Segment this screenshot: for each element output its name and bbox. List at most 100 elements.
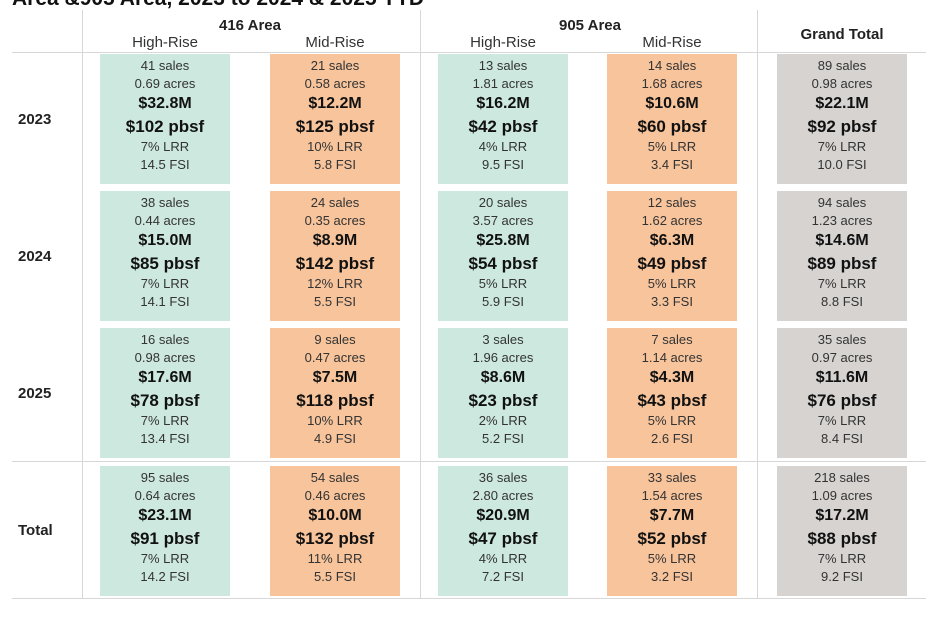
col-divider-areas <box>420 10 421 599</box>
price-pbsf: $91 pbsf <box>130 529 200 548</box>
total-value: $17.6M <box>138 369 192 386</box>
fsi-value: 14.5 FSI <box>140 157 190 172</box>
total-value: $14.6M <box>815 232 869 249</box>
lrr-value: 7% LRR <box>817 551 867 566</box>
lrr-value: 4% LRR <box>478 551 528 566</box>
fsi-value: 3.3 FSI <box>651 294 693 309</box>
fsi-value: 5.9 FSI <box>482 294 524 309</box>
header-divider <box>12 52 926 53</box>
total-value: $20.9M <box>476 507 530 524</box>
fsi-value: 9.5 FSI <box>482 157 524 172</box>
lrr-value: 4% LRR <box>478 139 528 154</box>
bottom-divider <box>12 598 926 599</box>
col-divider-rowlabels <box>82 10 83 599</box>
cell-2024-416-high-rise: 38 sales 0.44 acres $15.0M $85 pbsf 7% LRR 14… <box>100 191 230 321</box>
total-value: $8.6M <box>480 369 526 386</box>
sales-count: 94 sales <box>817 195 867 210</box>
price-pbsf: $132 pbsf <box>295 529 375 548</box>
subheader-grand-total: Grand Total <box>800 26 884 43</box>
fsi-value: 8.8 FSI <box>821 294 863 309</box>
lrr-value: 7% LRR <box>817 276 867 291</box>
lrr-value: 2% LRR <box>478 413 528 428</box>
cell-2023-905-mid-rise: 14 sales 1.68 acres $10.6M $60 pbsf 5% LRR 3.… <box>607 54 737 184</box>
cell-2023-905-high-rise: 13 sales 1.81 acres $16.2M $42 pbsf 4% LRR 9.… <box>438 54 568 184</box>
sales-count: 3 sales <box>482 332 524 347</box>
sales-count: 16 sales <box>140 332 190 347</box>
acreage: 0.98 acres <box>811 76 873 91</box>
fsi-value: 14.1 FSI <box>140 294 190 309</box>
total-divider <box>12 461 926 462</box>
price-pbsf: $43 pbsf <box>637 391 707 410</box>
price-pbsf: $78 pbsf <box>130 391 200 410</box>
sales-count: 54 sales <box>310 470 360 485</box>
price-pbsf: $54 pbsf <box>468 254 538 273</box>
lrr-value: 11% LRR <box>307 551 363 566</box>
fsi-value: 5.5 FSI <box>314 569 356 584</box>
cell-2023-grand-total: 89 sales 0.98 acres $22.1M $92 pbsf 7% LRR 10… <box>777 54 907 184</box>
total-value: $12.2M <box>308 95 362 112</box>
total-value: $8.9M <box>312 232 358 249</box>
total-value: $15.0M <box>138 232 192 249</box>
price-pbsf: $60 pbsf <box>637 117 707 136</box>
sales-count: 14 sales <box>647 58 697 73</box>
total-value: $32.8M <box>138 95 192 112</box>
price-pbsf: $42 pbsf <box>468 117 538 136</box>
fsi-value: 14.2 FSI <box>140 569 190 584</box>
sales-count: 218 sales <box>814 470 870 485</box>
total-value: $11.6M <box>815 369 869 386</box>
total-value: $16.2M <box>476 95 530 112</box>
acreage: 1.96 acres <box>472 350 534 365</box>
sales-count: 33 sales <box>647 470 697 485</box>
sales-count: 20 sales <box>478 195 528 210</box>
sales-count: 13 sales <box>478 58 528 73</box>
subheader-416-mid-rise: Mid-Rise <box>305 34 365 51</box>
area-905-label: 905 Area <box>559 17 621 34</box>
sales-count: 38 sales <box>140 195 190 210</box>
subheader-416-high-rise: High-Rise <box>132 34 198 51</box>
cell-2024-905-mid-rise: 12 sales 1.62 acres $6.3M $49 pbsf 5% LRR 3.3… <box>607 191 737 321</box>
lrr-value: 5% LRR <box>647 551 697 566</box>
price-pbsf: $85 pbsf <box>130 254 200 273</box>
lrr-value: 7% LRR <box>817 413 867 428</box>
acreage: 0.64 acres <box>134 488 196 503</box>
cell-total-416-mid-rise: 54 sales 0.46 acres $10.0M $132 pbsf 11% LRR… <box>270 466 400 596</box>
lrr-value: 7% LRR <box>140 413 190 428</box>
price-pbsf: $88 pbsf <box>807 529 877 548</box>
price-pbsf: $23 pbsf <box>468 391 538 410</box>
sales-count: 12 sales <box>647 195 697 210</box>
area-416-label: 416 Area <box>219 17 281 34</box>
total-value: $25.8M <box>476 232 530 249</box>
cell-2025-905-high-rise: 3 sales 1.96 acres $8.6M $23 pbsf 2% LRR 5.2 … <box>438 328 568 458</box>
acreage: 2.80 acres <box>472 488 534 503</box>
lrr-value: 5% LRR <box>478 276 528 291</box>
acreage: 1.14 acres <box>641 350 703 365</box>
cell-total-416-high-rise: 95 sales 0.64 acres $23.1M $91 pbsf 7% LRR 14… <box>100 466 230 596</box>
lrr-value: 5% LRR <box>647 276 697 291</box>
sales-count: 95 sales <box>140 470 190 485</box>
price-pbsf: $76 pbsf <box>807 391 877 410</box>
acreage: 0.46 acres <box>304 488 366 503</box>
price-pbsf: $92 pbsf <box>807 117 877 136</box>
price-pbsf: $125 pbsf <box>295 117 375 136</box>
acreage: 0.98 acres <box>134 350 196 365</box>
lrr-value: 7% LRR <box>140 139 190 154</box>
cell-2025-416-mid-rise: 9 sales 0.47 acres $7.5M $118 pbsf 10% LRR 4.… <box>270 328 400 458</box>
cell-2024-905-high-rise: 20 sales 3.57 acres $25.8M $54 pbsf 5% LRR 5.… <box>438 191 568 321</box>
sales-count: 89 sales <box>817 58 867 73</box>
cell-2025-grand-total: 35 sales 0.97 acres $11.6M $76 pbsf 7% LRR 8.… <box>777 328 907 458</box>
subheader-905-high-rise: High-Rise <box>470 34 536 51</box>
price-pbsf: $102 pbsf <box>125 117 205 136</box>
fsi-value: 10.0 FSI <box>817 157 867 172</box>
lrr-value: 5% LRR <box>647 139 697 154</box>
acreage: 0.35 acres <box>304 213 366 228</box>
row-label-total: Total <box>18 522 53 539</box>
lrr-value: 7% LRR <box>817 139 867 154</box>
acreage: 1.81 acres <box>472 76 534 91</box>
total-value: $23.1M <box>138 507 192 524</box>
sales-count: 21 sales <box>310 58 360 73</box>
acreage: 3.57 acres <box>472 213 534 228</box>
fsi-value: 3.4 FSI <box>651 157 693 172</box>
sales-count: 7 sales <box>651 332 693 347</box>
acreage: 0.47 acres <box>304 350 366 365</box>
fsi-value: 9.2 FSI <box>821 569 863 584</box>
